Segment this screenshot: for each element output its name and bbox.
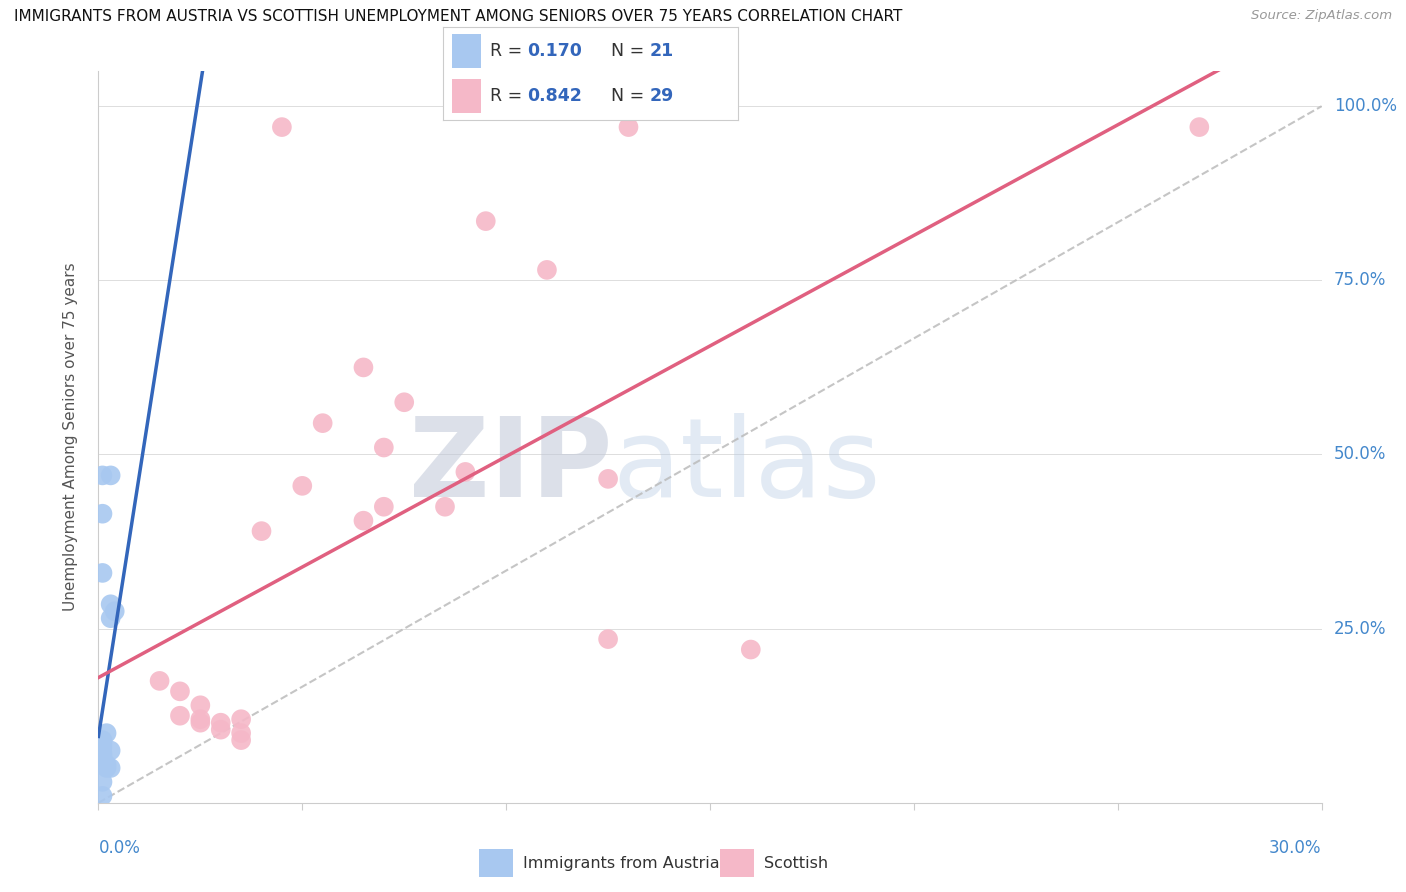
- Text: 0.170: 0.170: [527, 42, 582, 60]
- Text: 29: 29: [650, 87, 673, 105]
- Point: [598, 472, 620, 486]
- Point: [169, 684, 191, 698]
- Point: [474, 214, 498, 228]
- Point: [104, 604, 127, 618]
- Point: [91, 566, 114, 580]
- Text: 75.0%: 75.0%: [1334, 271, 1386, 289]
- Point: [96, 761, 118, 775]
- Text: ZIP: ZIP: [409, 413, 612, 520]
- Point: [373, 441, 395, 455]
- Point: [91, 747, 114, 761]
- Point: [536, 263, 558, 277]
- Point: [1188, 120, 1211, 134]
- Text: 100.0%: 100.0%: [1334, 97, 1398, 115]
- Point: [91, 507, 114, 521]
- Text: 30.0%: 30.0%: [1270, 839, 1322, 857]
- Point: [392, 395, 416, 409]
- Text: 50.0%: 50.0%: [1334, 445, 1386, 464]
- Text: R =: R =: [491, 42, 527, 60]
- Point: [209, 715, 232, 730]
- FancyBboxPatch shape: [451, 34, 481, 68]
- Point: [91, 789, 114, 803]
- Text: N =: N =: [612, 42, 650, 60]
- Point: [91, 733, 114, 747]
- Point: [100, 597, 122, 611]
- Point: [100, 611, 122, 625]
- Point: [250, 524, 273, 538]
- Point: [352, 514, 374, 528]
- Point: [188, 712, 212, 726]
- Point: [188, 715, 212, 730]
- FancyBboxPatch shape: [478, 849, 513, 877]
- Point: [91, 737, 114, 751]
- Point: [617, 120, 640, 134]
- Point: [100, 743, 122, 757]
- Point: [169, 708, 191, 723]
- Point: [91, 468, 114, 483]
- Point: [231, 726, 253, 740]
- Point: [352, 360, 374, 375]
- Point: [598, 632, 620, 646]
- Text: Immigrants from Austria: Immigrants from Austria: [523, 855, 720, 871]
- Point: [91, 750, 114, 764]
- Text: 21: 21: [650, 42, 673, 60]
- Text: N =: N =: [612, 87, 650, 105]
- Point: [91, 740, 114, 755]
- Point: [373, 500, 395, 514]
- Text: 0.842: 0.842: [527, 87, 582, 105]
- Point: [100, 761, 122, 775]
- Point: [312, 416, 335, 430]
- Point: [270, 120, 294, 134]
- Text: Source: ZipAtlas.com: Source: ZipAtlas.com: [1251, 9, 1392, 22]
- Point: [454, 465, 477, 479]
- Point: [100, 468, 122, 483]
- Text: atlas: atlas: [612, 413, 880, 520]
- FancyBboxPatch shape: [720, 849, 754, 877]
- Point: [231, 733, 253, 747]
- Point: [149, 673, 172, 688]
- Point: [91, 754, 114, 768]
- Point: [96, 726, 118, 740]
- Point: [231, 712, 253, 726]
- Text: IMMIGRANTS FROM AUSTRIA VS SCOTTISH UNEMPLOYMENT AMONG SENIORS OVER 75 YEARS COR: IMMIGRANTS FROM AUSTRIA VS SCOTTISH UNEM…: [14, 9, 903, 24]
- Point: [291, 479, 314, 493]
- Point: [91, 757, 114, 772]
- Point: [434, 500, 457, 514]
- Text: 25.0%: 25.0%: [1334, 620, 1386, 638]
- Point: [188, 698, 212, 713]
- Text: R =: R =: [491, 87, 527, 105]
- Point: [96, 757, 118, 772]
- Point: [209, 723, 232, 737]
- Point: [91, 775, 114, 789]
- FancyBboxPatch shape: [451, 79, 481, 113]
- Text: 0.0%: 0.0%: [98, 839, 141, 857]
- Y-axis label: Unemployment Among Seniors over 75 years: Unemployment Among Seniors over 75 years: [63, 263, 77, 611]
- Point: [740, 642, 762, 657]
- Text: Scottish: Scottish: [765, 855, 828, 871]
